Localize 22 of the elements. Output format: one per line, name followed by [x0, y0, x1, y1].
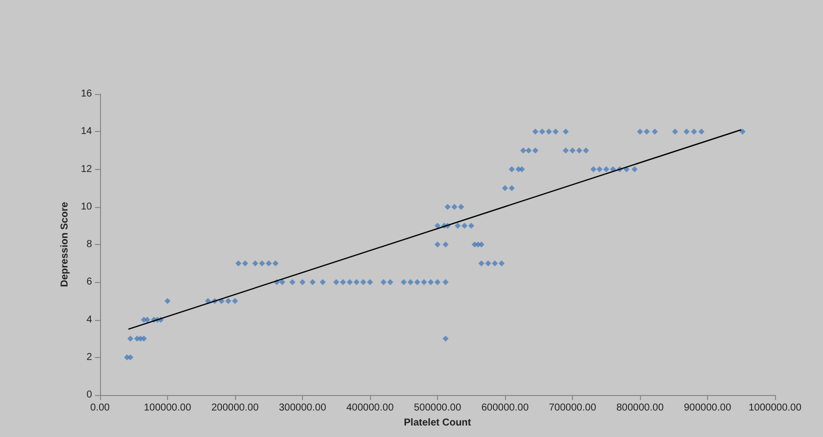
y-tick-label: 8	[86, 239, 92, 250]
x-tick-label: 600000.00	[481, 402, 530, 414]
y-tick-label: 16	[80, 88, 92, 100]
x-tick-label: 0.00	[90, 402, 110, 414]
x-tick-label: 300000.00	[278, 402, 327, 414]
x-tick-label: 200000.00	[211, 402, 260, 414]
y-tick-label: 0	[86, 390, 92, 400]
y-tick-label: 6	[86, 276, 92, 288]
x-tick-label: 400000.00	[346, 402, 394, 414]
y-tick-label: 2	[86, 352, 92, 363]
y-tick-label: 10	[80, 201, 92, 212]
x-tick-label: 1000000.00	[748, 402, 802, 414]
y-tick-label: 4	[86, 314, 92, 326]
x-tick-label: 500000.00	[414, 402, 462, 414]
x-tick-label: 700000.00	[548, 402, 597, 414]
y-tick-label: 12	[80, 164, 92, 175]
x-tick-label: 900000.00	[684, 402, 732, 414]
x-tick-label: 100000.00	[144, 402, 192, 414]
y-axis-title: Depression Score	[59, 202, 70, 288]
x-axis-title: Platelet Count	[404, 417, 472, 428]
y-tick-label: 14	[80, 126, 92, 138]
x-tick-label: 800000.00	[616, 402, 664, 414]
